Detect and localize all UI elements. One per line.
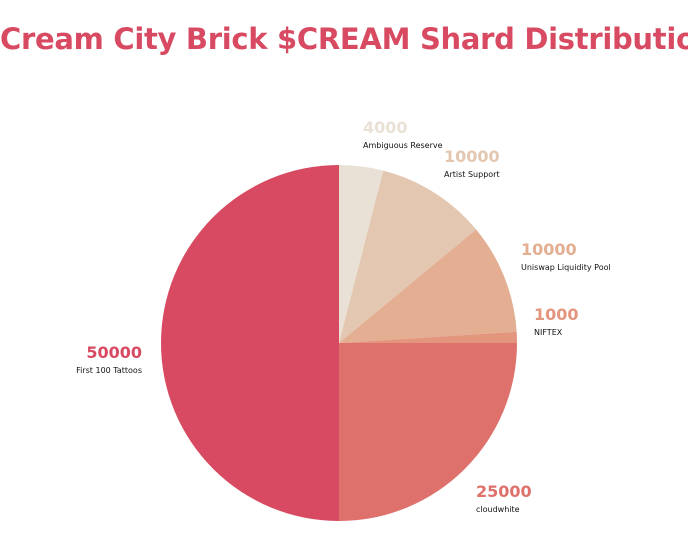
- slice-name-label: NIFTEX: [534, 328, 563, 337]
- slice-name-label: Artist Support: [444, 170, 500, 179]
- slice-name-label: Ambiguous Reserve: [363, 141, 443, 150]
- pie-slice-uniswap-liquidity-pool: [339, 229, 517, 343]
- slice-value-label: 1000: [534, 305, 579, 324]
- slice-name-label: cloudwhite: [476, 505, 520, 514]
- pie-slice-niftex: [339, 331, 517, 343]
- chart-title: Cream City Brick $CREAM Shard Distributi…: [0, 22, 688, 56]
- slice-name-label: First 100 Tattoos: [76, 366, 142, 375]
- pie-slice-cloudwhite: [339, 343, 517, 521]
- slice-value-label: 10000: [444, 147, 500, 166]
- slice-value-label: 4000: [363, 118, 408, 137]
- pie-slice-first-100-tattoos: [161, 165, 339, 521]
- pie-slice-artist-support: [339, 170, 477, 343]
- slice-value-label: 25000: [476, 482, 532, 501]
- pie-slices: [161, 165, 517, 521]
- slice-value-label: 50000: [86, 343, 142, 362]
- pie-slice-ambiguous-reserve: [339, 165, 384, 343]
- slice-value-label: 10000: [521, 240, 577, 259]
- slice-name-label: Uniswap Liquidity Pool: [521, 263, 611, 272]
